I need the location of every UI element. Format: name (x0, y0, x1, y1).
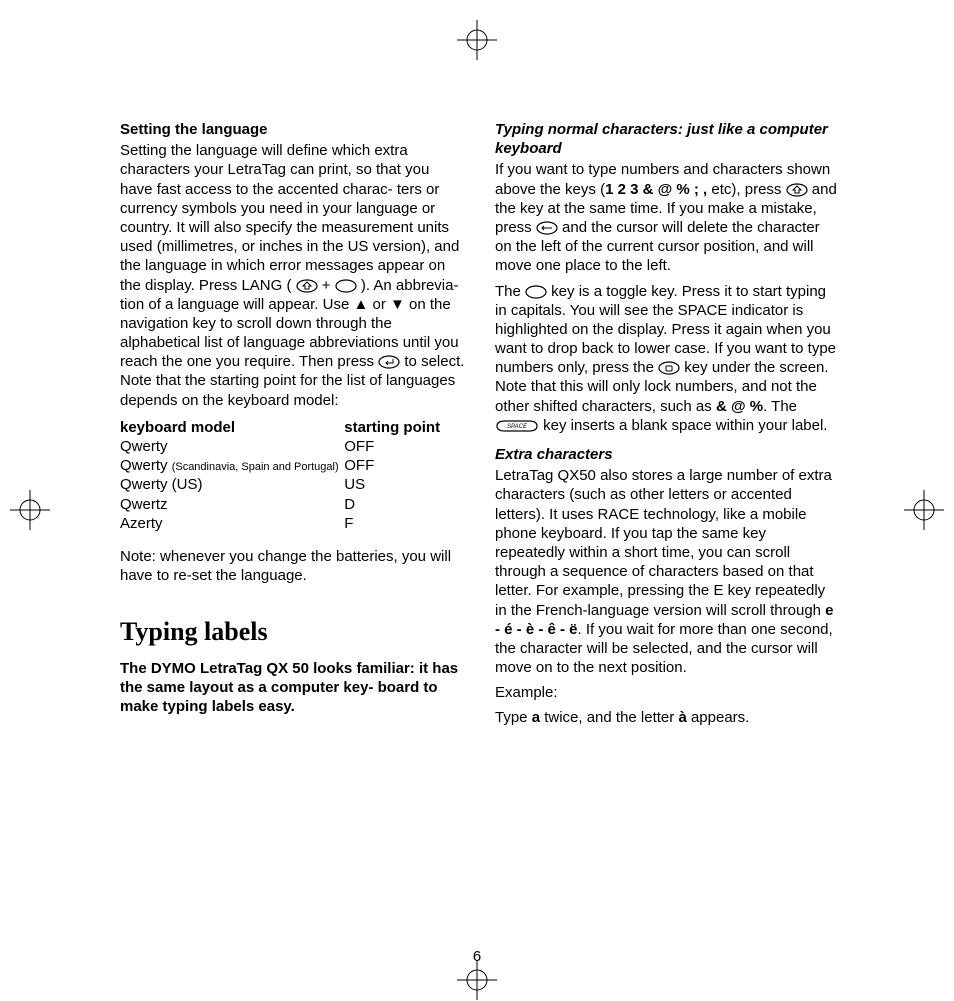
text-bold: à (678, 709, 686, 726)
heading-typing-labels: Typing labels (120, 615, 465, 648)
cell: Qwerty (120, 457, 172, 474)
para-caps-toggle: The key is a toggle key. Press it to sta… (495, 282, 840, 436)
table-row: Qwerty (Scandinavia, Spain and Portugal)… (120, 456, 465, 475)
text-bold: 1 2 3 & @ % ; , (605, 181, 707, 198)
cell: F (344, 514, 465, 533)
text: The (771, 398, 797, 415)
text: etc), press (707, 181, 785, 198)
text-bold: a (532, 709, 540, 726)
crop-mark-right (904, 490, 944, 530)
table-row: Qwerty (US) US (120, 475, 465, 494)
shift-icon (296, 279, 318, 293)
text: The (495, 283, 525, 300)
cell: US (344, 475, 465, 494)
text: Type (495, 709, 532, 726)
text: twice, and the letter (540, 709, 678, 726)
crop-mark-left (10, 490, 50, 530)
cell-note: (Scandinavia, Spain and Portugal) (172, 461, 339, 473)
right-column: Typing normal characters: just like a co… (495, 120, 840, 734)
cell: OFF (344, 437, 465, 456)
shift-icon (786, 183, 808, 197)
text: + (322, 277, 335, 294)
table-header-model: keyboard model (120, 418, 344, 437)
blank-key-icon (335, 279, 357, 293)
delete-icon (536, 221, 558, 235)
heading-typing-normal: Typing normal characters: just like a co… (495, 120, 840, 158)
para-example: Type a twice, and the letter à appears. (495, 708, 840, 727)
keyboard-table: keyboard model starting point Qwerty OFF… (120, 418, 465, 533)
space-key-icon: SPACE (495, 419, 539, 433)
para-extra-chars: LetraTag QX50 also stores a large number… (495, 466, 840, 677)
lead-typing-labels: The DYMO LetraTag QX 50 looks familiar: … (120, 659, 465, 717)
text-bold: & @ % (716, 398, 763, 415)
crop-mark-bottom (457, 960, 497, 1000)
cell: Qwerty (US) (120, 476, 203, 493)
cell: OFF (344, 456, 465, 475)
svg-text:SPACE: SPACE (507, 424, 528, 430)
left-column: Setting the language Setting the languag… (120, 120, 465, 734)
text: appears. (687, 709, 750, 726)
table-row: Azerty F (120, 514, 465, 533)
cell: D (344, 495, 465, 514)
table-row: Qwerty OFF (120, 437, 465, 456)
para-shift-chars: If you want to type numbers and characte… (495, 160, 840, 275)
cell: Qwerty (120, 438, 168, 455)
note-batteries: Note: whenever you change the batteries,… (120, 547, 465, 585)
page-number: 6 (0, 948, 954, 965)
table-header-start: starting point (344, 418, 465, 437)
heading-extra-chars: Extra characters (495, 445, 840, 464)
para-setting-language: Setting the language will define which e… (120, 141, 465, 410)
enter-icon (378, 355, 400, 369)
para-example-label: Example: (495, 683, 840, 702)
text: key inserts a blank space within your la… (539, 417, 827, 434)
crop-mark-top (457, 20, 497, 60)
page-content: Setting the language Setting the languag… (120, 120, 840, 734)
numlock-icon (658, 361, 680, 375)
heading-setting-language: Setting the language (120, 120, 465, 139)
text: Setting the language will define which e… (120, 142, 459, 293)
table-row: Qwertz D (120, 495, 465, 514)
text: LetraTag QX50 also stores a large number… (495, 467, 832, 618)
text: . (763, 398, 767, 415)
caps-key-icon (525, 285, 547, 299)
cell: Azerty (120, 515, 163, 532)
cell: Qwertz (120, 496, 168, 513)
